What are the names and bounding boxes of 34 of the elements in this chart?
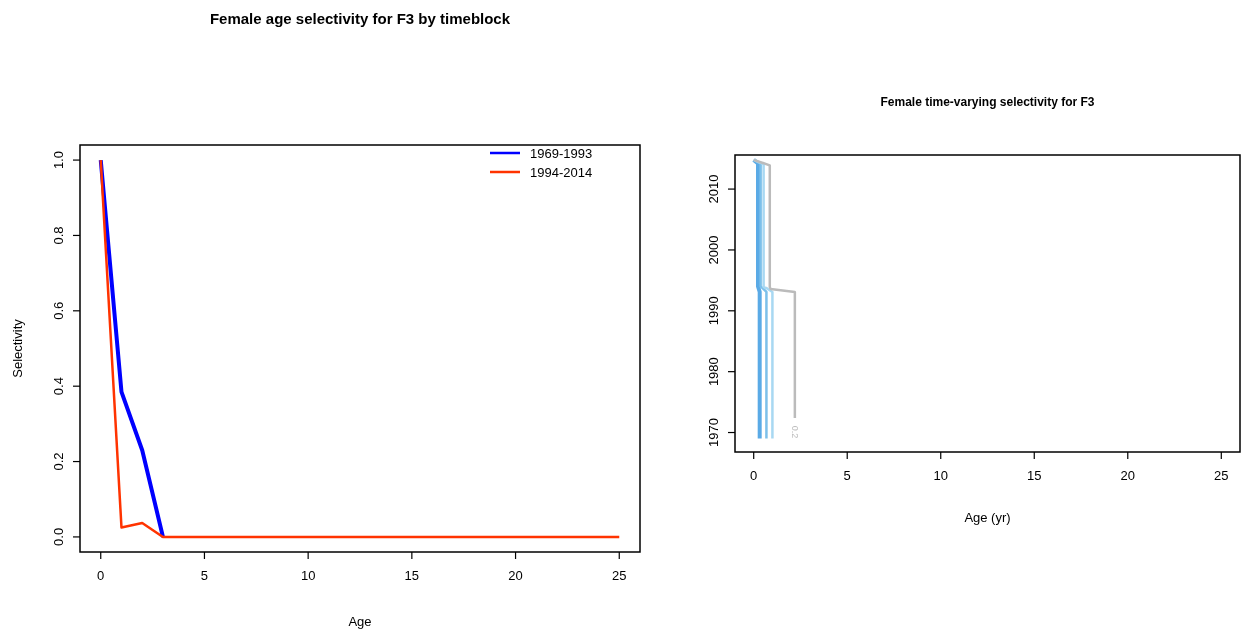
y-tick-label: 1980	[706, 357, 721, 387]
y-tick-label: 2000	[706, 235, 721, 265]
legend-label: 1994-2014	[530, 165, 593, 180]
y-tick-label: 0.4	[51, 377, 66, 396]
x-tick-label: 25	[1214, 468, 1229, 483]
annotation: 0.2	[790, 425, 801, 439]
y-tick-label: 1990	[706, 296, 721, 326]
y-tick-label: 0.6	[51, 301, 66, 320]
x-axis-title: Age (yr)	[964, 510, 1011, 525]
legend-label: 1969-1993	[530, 146, 593, 161]
x-tick-label: 5	[843, 468, 851, 483]
y-tick-label: 1.0	[51, 151, 66, 170]
chart-title: Female time-varying selectivity for F3	[880, 95, 1095, 109]
line-series	[752, 158, 774, 440]
y-tick-label: 0.0	[51, 527, 66, 546]
line-series	[752, 158, 797, 420]
x-axis-title: Age	[348, 614, 372, 629]
x-tick-label: 15	[404, 568, 420, 583]
y-tick-label: 0.8	[51, 226, 66, 245]
x-tick-label: 10	[300, 568, 316, 583]
x-tick-label: 0	[97, 568, 105, 583]
x-tick-label: 15	[1027, 468, 1042, 483]
x-tick-label: 20	[1120, 468, 1136, 483]
x-tick-label: 0	[750, 468, 758, 483]
y-axis-title: Selectivity	[10, 318, 25, 378]
x-tick-label: 5	[200, 568, 209, 583]
x-tick-label: 25	[612, 568, 627, 583]
y-tick-label: 2010	[706, 174, 721, 204]
chart-title: Female age selectivity for F3 by timeblock	[209, 10, 511, 27]
y-tick-label: 1970	[706, 418, 721, 447]
x-tick-label: 10	[933, 468, 948, 483]
x-tick-label: 20	[508, 568, 523, 583]
line-series	[99, 158, 621, 539]
y-tick-label: 0.2	[51, 452, 66, 471]
